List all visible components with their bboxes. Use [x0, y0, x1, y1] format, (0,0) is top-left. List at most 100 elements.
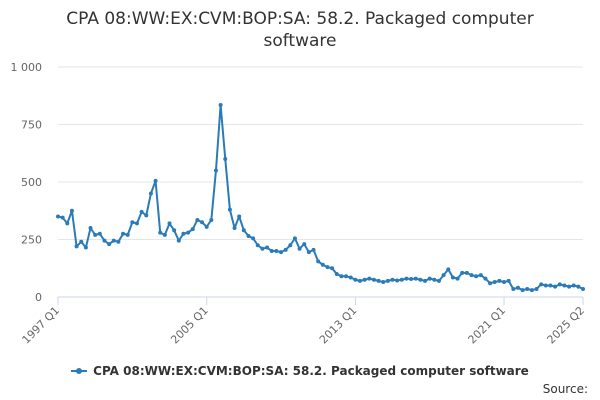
data-point[interactable] [376, 278, 381, 283]
data-point[interactable] [162, 232, 167, 237]
data-point[interactable] [204, 224, 209, 229]
data-point[interactable] [511, 286, 516, 291]
data-point[interactable] [413, 276, 418, 281]
data-point[interactable] [200, 220, 205, 225]
data-point[interactable] [74, 244, 79, 249]
data-point[interactable] [102, 238, 107, 243]
data-point[interactable] [65, 221, 70, 226]
data-point[interactable] [320, 262, 325, 267]
data-point[interactable] [399, 277, 404, 282]
data-point[interactable] [237, 214, 242, 219]
data-point[interactable] [525, 286, 530, 291]
data-point[interactable] [297, 246, 302, 251]
data-point[interactable] [190, 227, 195, 232]
data-point[interactable] [292, 236, 297, 241]
data-point[interactable] [534, 286, 539, 291]
data-point[interactable] [148, 191, 153, 196]
data-point[interactable] [316, 259, 321, 264]
data-point[interactable] [167, 221, 172, 226]
data-point[interactable] [134, 221, 139, 226]
data-point[interactable] [381, 280, 386, 285]
data-point[interactable] [69, 208, 74, 213]
data-point[interactable] [520, 288, 525, 293]
legend-item[interactable]: CPA 08:WW:EX:CVM:BOP:SA: 58.2. Packaged … [71, 364, 529, 378]
data-point[interactable] [330, 266, 335, 271]
data-point[interactable] [274, 249, 279, 253]
data-point[interactable] [176, 238, 181, 243]
data-point[interactable] [432, 277, 437, 282]
data-point[interactable] [567, 284, 572, 289]
data-point[interactable] [107, 242, 112, 247]
data-point[interactable] [543, 283, 548, 288]
data-point[interactable] [93, 232, 98, 237]
data-point[interactable] [339, 274, 344, 279]
data-point[interactable] [460, 270, 465, 275]
data-point[interactable] [283, 247, 288, 252]
data-point[interactable] [279, 250, 284, 255]
data-point[interactable] [306, 250, 311, 255]
data-point[interactable] [56, 214, 60, 219]
data-point[interactable] [464, 270, 469, 275]
data-point[interactable] [288, 243, 293, 248]
data-point[interactable] [251, 236, 256, 241]
data-point[interactable] [409, 277, 414, 282]
data-point[interactable] [79, 239, 84, 244]
data-point[interactable] [446, 267, 451, 272]
data-point[interactable] [186, 230, 191, 235]
data-point[interactable] [502, 280, 507, 285]
data-point[interactable] [436, 278, 441, 283]
data-point[interactable] [539, 282, 544, 287]
data-point[interactable] [353, 277, 358, 282]
data-point[interactable] [348, 275, 353, 280]
data-point[interactable] [311, 247, 316, 252]
data-point[interactable] [218, 102, 223, 107]
data-point[interactable] [130, 220, 135, 225]
data-point[interactable] [571, 283, 576, 288]
data-point[interactable] [557, 282, 562, 287]
data-point[interactable] [418, 277, 423, 282]
data-point[interactable] [153, 178, 158, 183]
data-point[interactable] [362, 277, 367, 282]
data-point[interactable] [223, 157, 228, 161]
data-point[interactable] [367, 276, 372, 281]
data-point[interactable] [125, 232, 130, 237]
data-point[interactable] [232, 226, 237, 230]
data-point[interactable] [474, 274, 479, 279]
data-point[interactable] [553, 284, 558, 289]
data-point[interactable] [269, 249, 274, 253]
data-point[interactable] [506, 278, 511, 283]
data-point[interactable] [195, 217, 200, 222]
data-point[interactable] [60, 215, 65, 220]
data-point[interactable] [357, 278, 362, 283]
data-point[interactable] [371, 277, 376, 282]
data-point[interactable] [158, 230, 163, 235]
data-point[interactable] [121, 231, 126, 236]
data-point[interactable] [427, 276, 432, 281]
data-point[interactable] [325, 265, 330, 270]
data-point[interactable] [469, 273, 474, 278]
data-point[interactable] [116, 239, 121, 244]
data-point[interactable] [450, 275, 455, 280]
data-point[interactable] [576, 284, 581, 289]
data-point[interactable] [181, 231, 186, 236]
data-point[interactable] [302, 242, 307, 247]
data-point[interactable] [139, 209, 144, 214]
data-point[interactable] [581, 286, 585, 291]
data-point[interactable] [83, 245, 88, 250]
data-point[interactable] [255, 243, 260, 248]
data-point[interactable] [241, 228, 246, 233]
data-point[interactable] [562, 283, 567, 288]
data-point[interactable] [548, 283, 553, 288]
data-point[interactable] [344, 274, 349, 279]
data-point[interactable] [497, 278, 502, 283]
data-point[interactable] [334, 272, 339, 276]
data-point[interactable] [246, 234, 251, 239]
data-point[interactable] [455, 276, 460, 281]
data-point[interactable] [88, 226, 93, 230]
data-point[interactable] [111, 238, 116, 243]
data-point[interactable] [492, 280, 497, 285]
legend[interactable]: CPA 08:WW:EX:CVM:BOP:SA: 58.2. Packaged … [0, 364, 600, 379]
data-point[interactable] [385, 278, 390, 283]
data-point[interactable] [395, 278, 400, 283]
data-point[interactable] [529, 288, 534, 293]
